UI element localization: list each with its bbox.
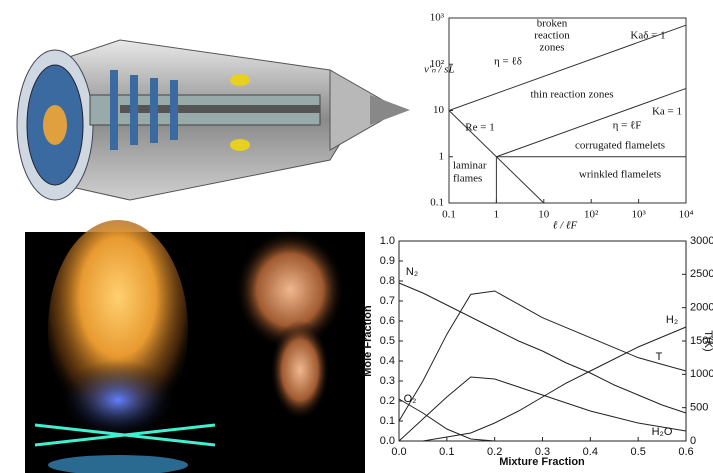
y2-tick-label: 0 [690,435,696,447]
series-label: O₂ [404,393,417,405]
engine-illustration [17,40,410,200]
x-tick-label: 0.6 [678,446,693,458]
y-tick-label: 0.4 [380,355,395,367]
x-tick-label: 10² [584,209,599,221]
x-axis-label: ℓ / ℓF [553,220,578,232]
region-label: corrugated flamelets [575,140,665,152]
y2-tick-label: 2500 [690,268,713,280]
y-tick-label: 10³ [430,12,445,24]
x-tick-label: 0.5 [631,446,646,458]
y-axis-label: v'ₙ / sL [424,64,455,76]
region-label: zones [539,42,564,54]
page: 0.111010²10³10⁴0.111010²10³brokenreactio… [0,0,713,473]
series-label: H₂ [666,314,678,326]
plot-frame [399,241,686,441]
x-tick-label: 0.1 [442,209,456,221]
y-tick-label: 1.0 [380,235,395,247]
line-label: η = ℓδ [494,56,522,68]
line-label: Kaδ = 1 [630,30,665,42]
series-label: N₂ [406,266,418,278]
series-line [399,399,686,441]
x-axis-label: Mixture Fraction [499,456,585,468]
x-tick-label: 0.4 [583,446,598,458]
region-label: broken [537,18,568,30]
y-tick-label: 0.7 [380,295,395,307]
plume-photo [230,230,365,473]
x-tick-label: 10 [538,209,550,221]
x-tick-label: 10⁴ [679,209,694,221]
y-tick-label: 0.6 [380,315,395,327]
region-label: flames [453,173,482,185]
flame-photo [25,220,230,473]
series-line [399,377,686,441]
series-label: T [656,351,663,363]
y2-tick-label: 3000 [690,235,713,247]
series-label: H₂O [652,426,673,438]
region-label: thin reaction zones [530,89,613,101]
x-tick-label: 0.0 [391,446,406,458]
region-label: laminar [453,160,487,172]
y-tick-label: 0.3 [380,375,395,387]
y-tick-label: 0.0 [380,435,395,447]
y2-axis-label: T(K) [702,330,713,351]
y-tick-label: 0.8 [380,275,395,287]
y-tick-label: 1 [439,150,445,162]
y-tick-label: 0.9 [380,255,395,267]
x-tick-label: 0.1 [439,446,454,458]
region-label: wrinkled flamelets [579,169,661,181]
y2-tick-label: 1000 [690,368,713,380]
y-tick-label: 0.5 [380,335,395,347]
y-tick-label: 10 [433,104,445,116]
line-label: Ka = 1 [652,106,682,118]
y2-tick-label: 2000 [690,302,713,314]
x-tick-label: 1 [494,209,500,221]
line-label: Re = 1 [465,122,494,134]
y2-tick-label: 500 [690,402,708,414]
y-tick-label: 0.2 [380,395,395,407]
y-tick-label: 0.1 [380,415,395,427]
y-axis-label: Mole Fraction [362,305,374,377]
y-tick-label: 0.1 [430,197,444,209]
x-tick-label: 10³ [631,209,646,221]
region-label: reaction [534,30,570,42]
line-label: η = ℓF [613,120,642,132]
series-line [399,283,686,413]
